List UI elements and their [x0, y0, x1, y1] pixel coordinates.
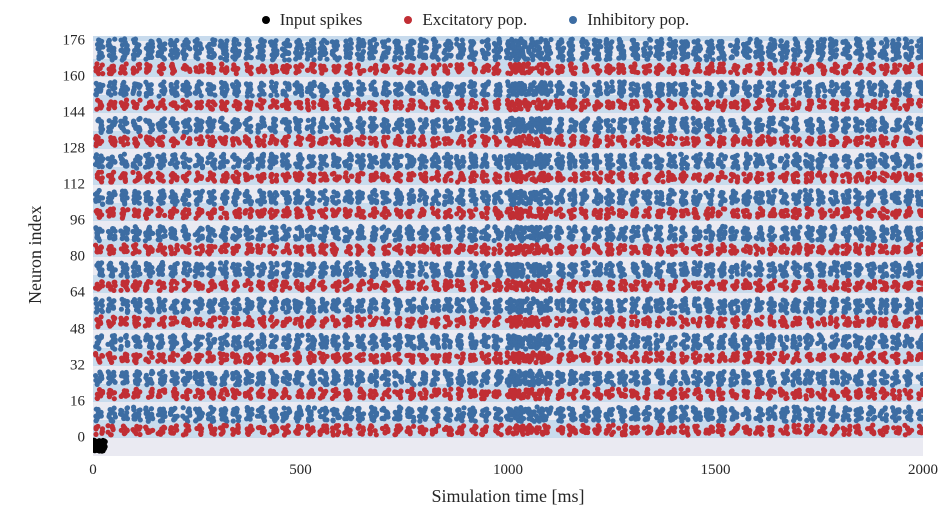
- x-tick: 0: [89, 462, 97, 479]
- legend-label-inhibitory: Inhibitory pop.: [587, 10, 689, 30]
- legend-label-input: Input spikes: [280, 10, 363, 30]
- legend-label-excitatory: Excitatory pop.: [422, 10, 527, 30]
- x-tick: 1500: [701, 462, 731, 479]
- y-tick: 160: [45, 68, 85, 85]
- y-tick: 176: [45, 32, 85, 49]
- y-tick: 64: [45, 285, 85, 302]
- y-tick: 96: [45, 213, 85, 230]
- plot-area: [93, 36, 923, 456]
- x-tick: 2000: [908, 462, 938, 479]
- y-tick: 80: [45, 249, 85, 266]
- y-tick: 144: [45, 104, 85, 121]
- legend-item-inhibitory: Inhibitory pop.: [569, 10, 689, 30]
- x-axis-label: Simulation time [ms]: [358, 486, 658, 507]
- y-tick: 16: [45, 393, 85, 410]
- spike-scatter: [93, 36, 923, 456]
- y-tick: 112: [45, 177, 85, 194]
- legend-item-input: Input spikes: [262, 10, 363, 30]
- legend-dot-inhibitory: [569, 16, 577, 24]
- raster-figure: Input spikes Excitatory pop. Inhibitory …: [0, 0, 951, 525]
- y-tick: 128: [45, 140, 85, 157]
- legend-dot-excitatory: [404, 16, 412, 24]
- y-axis-label: Neuron index: [25, 206, 46, 304]
- y-tick: 0: [45, 429, 85, 446]
- legend-dot-input: [262, 16, 270, 24]
- y-tick: 32: [45, 357, 85, 374]
- legend: Input spikes Excitatory pop. Inhibitory …: [0, 6, 951, 34]
- x-tick: 500: [289, 462, 312, 479]
- x-tick: 1000: [493, 462, 523, 479]
- y-tick: 48: [45, 321, 85, 338]
- legend-item-excitatory: Excitatory pop.: [404, 10, 527, 30]
